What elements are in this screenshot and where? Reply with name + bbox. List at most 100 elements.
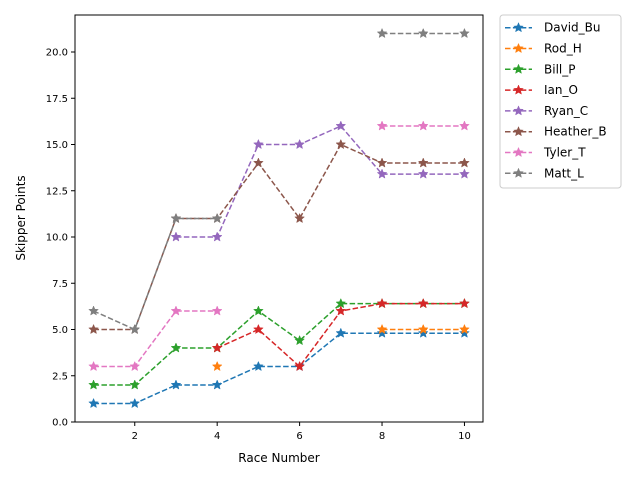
data-point <box>294 360 305 372</box>
data-point <box>170 379 182 390</box>
legend-marker <box>513 146 524 158</box>
legend-entry: Ian_O <box>505 83 578 97</box>
data-point <box>294 334 305 346</box>
data-point <box>376 323 388 335</box>
series-line <box>93 302 465 386</box>
data-point <box>170 212 182 224</box>
series-Tyler_T <box>88 120 470 372</box>
series-David_Bu <box>88 327 470 409</box>
data-point <box>417 120 429 131</box>
data-point <box>376 168 388 179</box>
data-point <box>211 342 223 353</box>
x-tick-label: 2 <box>132 431 138 442</box>
series-line <box>93 310 218 368</box>
data-point <box>170 231 182 242</box>
legend-label: Matt_L <box>544 166 584 180</box>
y-tick-label: 7.5 <box>52 279 68 290</box>
data-point <box>376 157 388 168</box>
data-point <box>211 360 223 372</box>
data-point <box>129 397 141 409</box>
legend-label: Bill_P <box>544 62 575 76</box>
data-point <box>170 342 182 353</box>
data-point <box>459 120 470 131</box>
legend-label: Heather_B <box>544 125 607 139</box>
legend-label: Ian_O <box>544 83 578 97</box>
legend-label: Tyler_T <box>543 146 586 160</box>
series-line <box>93 217 218 331</box>
data-point <box>417 323 429 335</box>
legend-entry: Rod_H <box>505 42 582 56</box>
data-point <box>129 379 141 390</box>
legend-entry: Tyler_T <box>505 146 586 160</box>
y-tick-label: 20.0 <box>46 48 68 59</box>
legend-label: Rod_H <box>544 42 582 56</box>
series-Matt_L <box>88 27 470 335</box>
y-tick-label: 17.5 <box>46 94 68 105</box>
data-point <box>170 305 182 316</box>
data-point <box>211 379 223 390</box>
data-point <box>253 138 264 150</box>
data-point <box>211 212 223 224</box>
data-point <box>253 305 264 316</box>
data-point <box>417 27 429 39</box>
data-point <box>417 327 429 338</box>
data-point <box>335 327 347 338</box>
legend-marker <box>513 22 524 33</box>
y-tick-label: 12.5 <box>46 186 68 197</box>
legend-label: Ryan_C <box>544 104 588 118</box>
y-tick-label: 15.0 <box>46 140 68 151</box>
axes-frame <box>74 14 484 423</box>
data-point <box>88 360 99 372</box>
series-Heather_B <box>88 138 470 335</box>
data-point <box>294 212 305 224</box>
data-point <box>211 231 223 242</box>
data-point <box>129 323 141 335</box>
legend-marker <box>513 167 524 178</box>
data-point <box>88 305 99 316</box>
y-tick-label: 10.0 <box>46 233 68 244</box>
legend-entry: Heather_B <box>505 125 607 139</box>
data-point <box>459 157 470 168</box>
x-axis-label: Race Number <box>238 451 319 465</box>
x-tick-label: 8 <box>379 431 385 442</box>
legend-entry: Matt_L <box>505 166 584 180</box>
x-axis: 2 4 6 8 10 <box>132 422 471 442</box>
data-point <box>376 27 388 39</box>
data-point <box>376 297 388 309</box>
data-point <box>253 157 264 168</box>
y-tick-label: 0.0 <box>52 418 68 429</box>
x-tick-label: 4 <box>214 431 220 442</box>
data-point <box>459 327 470 338</box>
series-Ian_O <box>211 297 470 372</box>
series-Rod_H <box>211 323 470 372</box>
series-line <box>93 143 465 331</box>
data-point <box>253 323 264 335</box>
series-Bill_P <box>88 297 470 390</box>
data-point <box>335 305 347 316</box>
data-point <box>417 297 429 309</box>
series-Ryan_C <box>170 120 470 242</box>
legend-frame <box>499 14 622 189</box>
x-tick-label: 6 <box>296 431 302 442</box>
data-point <box>459 297 470 309</box>
legend-label: David_Bu <box>544 21 600 35</box>
y-tick-label: 2.5 <box>52 371 68 382</box>
legend-marker <box>513 105 524 116</box>
series-line <box>93 332 465 405</box>
y-axis-label: Skipper Points <box>14 175 28 260</box>
data-point <box>335 120 347 131</box>
legend-marker <box>513 63 524 74</box>
legend: David_Bu Rod_H Bill_P Ian_O Ryan_C Heather_B T… <box>499 14 622 189</box>
data-point <box>459 323 470 335</box>
data-point <box>459 168 470 179</box>
data-point <box>335 138 347 150</box>
legend-marker <box>513 84 524 95</box>
data-point <box>417 168 429 179</box>
x-tick-label: 10 <box>458 431 471 442</box>
legend-entry: David_Bu <box>505 21 600 35</box>
data-point <box>376 120 388 131</box>
data-point <box>417 157 429 168</box>
data-point <box>129 360 141 372</box>
